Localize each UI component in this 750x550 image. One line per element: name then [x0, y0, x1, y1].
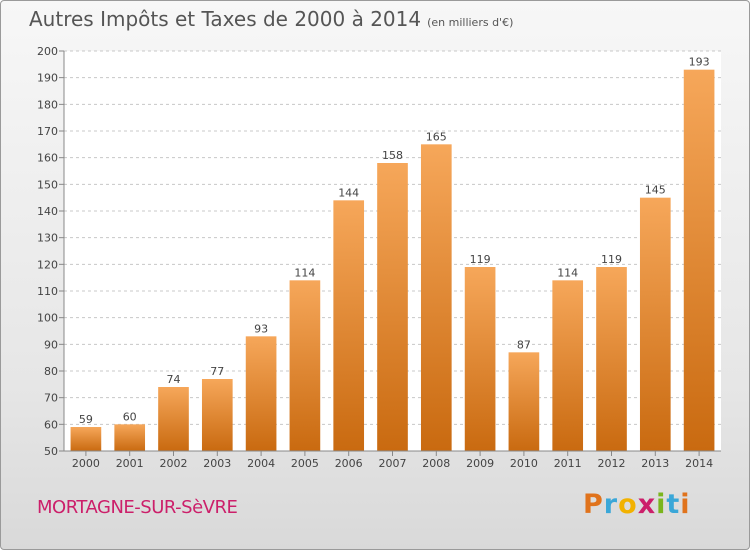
logo-letter: i	[656, 489, 667, 520]
bar	[201, 379, 233, 451]
y-tick-label: 80	[44, 365, 58, 378]
bar	[639, 197, 671, 451]
bar	[464, 267, 496, 451]
x-tick-label: 2009	[466, 457, 494, 470]
x-tick-label: 2008	[422, 457, 450, 470]
logo-letter: o	[618, 489, 638, 520]
x-tick-label: 2007	[379, 457, 407, 470]
axes	[59, 50, 721, 456]
x-tick-label: 2000	[72, 457, 100, 470]
bar	[377, 163, 408, 451]
y-tick-label: 160	[37, 152, 58, 165]
x-tick-label: 2006	[335, 457, 363, 470]
x-tick-label: 2004	[247, 457, 275, 470]
bar-value-label: 193	[689, 56, 710, 69]
y-tick-label: 120	[37, 258, 58, 271]
logo-letter: t	[666, 489, 681, 520]
bar	[289, 280, 321, 451]
chart-title-text: Autres Impôts et Taxes de 2000 à 2014	[29, 7, 422, 31]
y-tick-label: 60	[44, 418, 58, 431]
bar-value-label: 165	[426, 130, 447, 143]
proxiti-logo: Proxiti	[583, 489, 691, 520]
bar-value-label: 114	[294, 266, 315, 279]
x-tick-label: 2002	[160, 457, 188, 470]
y-tick-label: 170	[37, 125, 58, 138]
bar	[508, 352, 540, 451]
commune-name: MORTAGNE-SUR-SèVRE	[37, 497, 238, 518]
logo-letter: x	[637, 489, 657, 520]
logo-letter: i	[680, 489, 691, 520]
chart-title: Autres Impôts et Taxes de 2000 à 2014 (en…	[29, 7, 513, 31]
bar-value-label: 74	[167, 373, 181, 386]
bar-value-label: 77	[210, 365, 224, 378]
y-tick-label: 200	[37, 45, 58, 58]
bar	[420, 144, 452, 452]
bar-value-label: 145	[645, 184, 666, 197]
bar-value-label: 158	[382, 149, 403, 162]
bar-value-label: 144	[338, 186, 359, 199]
y-tick-label: 90	[44, 338, 58, 351]
bar	[683, 69, 715, 452]
bar-value-label: 87	[517, 338, 531, 351]
y-tick-label: 180	[37, 98, 58, 111]
bar	[596, 267, 627, 451]
x-tick-label: 2001	[116, 457, 144, 470]
y-tick-label: 130	[37, 232, 58, 245]
bar-value-label: 114	[557, 266, 578, 279]
logo-letter: r	[603, 489, 619, 520]
chart-subtitle: (en milliers d'€)	[427, 16, 514, 29]
labels: 50 60 70 80 90 100 110 120 130 140 150 160 170 180 190…	[37, 45, 713, 470]
bar	[245, 336, 277, 451]
y-tick-label: 110	[37, 285, 58, 298]
x-tick-label: 2012	[598, 457, 626, 470]
bar	[552, 280, 584, 451]
bar	[333, 200, 365, 451]
x-tick-label: 2011	[554, 457, 582, 470]
bar-value-label: 59	[79, 413, 93, 426]
bar	[70, 427, 102, 451]
y-tick-label: 140	[37, 205, 58, 218]
logo-letter: P	[583, 489, 604, 520]
bar-value-label: 119	[470, 253, 491, 266]
y-tick-label: 70	[44, 392, 58, 405]
bar-value-label: 93	[254, 322, 268, 335]
x-tick-label: 2014	[685, 457, 713, 470]
x-tick-label: 2013	[641, 457, 669, 470]
x-tick-label: 2005	[291, 457, 319, 470]
x-tick-label: 2003	[203, 457, 231, 470]
bar-value-label: 60	[123, 410, 137, 423]
y-tick-label: 50	[44, 445, 58, 458]
bar	[158, 387, 189, 451]
x-tick-label: 2010	[510, 457, 538, 470]
bar	[114, 424, 146, 451]
y-tick-label: 100	[37, 312, 58, 325]
bar-value-label: 119	[601, 253, 622, 266]
y-tick-label: 190	[37, 72, 58, 85]
y-tick-label: 150	[37, 178, 58, 191]
bars	[70, 69, 715, 452]
